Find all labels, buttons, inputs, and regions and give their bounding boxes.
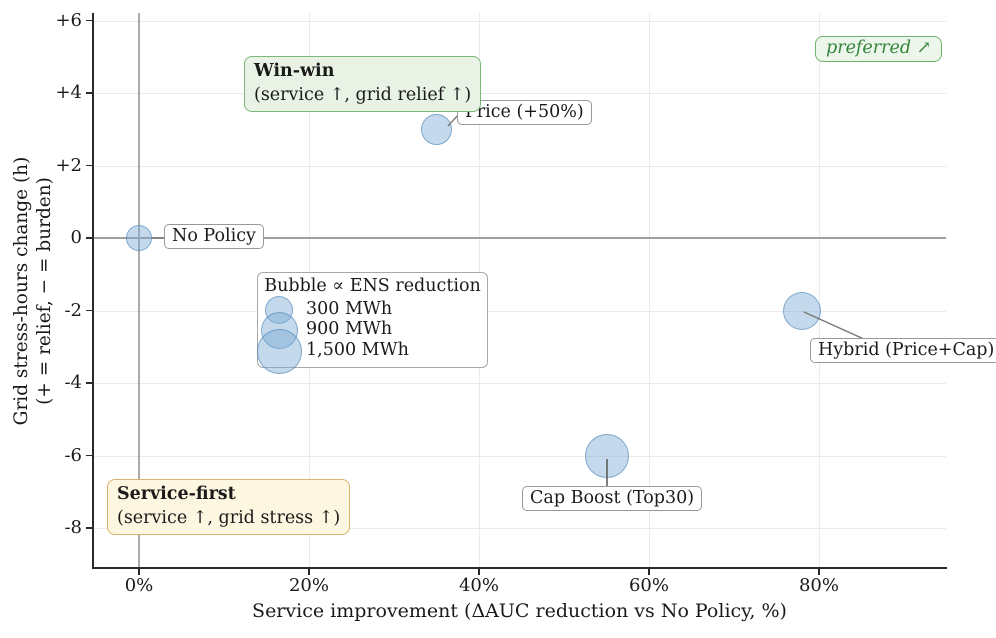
y-tick-label: +2 (55, 154, 82, 176)
data-bubble (421, 113, 452, 145)
y-gridline (93, 165, 946, 167)
x-tick-mark (818, 569, 820, 575)
y-tick-mark (86, 309, 92, 312)
y-tick-label: -4 (64, 372, 82, 393)
x-tick-label: 40% (458, 575, 499, 596)
y-gridline (93, 455, 946, 457)
x-tick-mark (478, 569, 480, 575)
preferred-direction-badge: preferred ↗ (815, 36, 943, 62)
x-tick-label: 20% (288, 575, 329, 596)
data-bubble (584, 433, 629, 478)
x-tick-mark (138, 569, 140, 575)
y-gridline (93, 20, 946, 22)
x-tick-mark (648, 569, 650, 575)
zero-y-reference-line (93, 237, 946, 239)
y-tick-mark (86, 19, 92, 22)
x-axis-spine (92, 567, 947, 569)
service-first-note-subtitle: (service ↑, grid stress ↑) (117, 508, 341, 528)
x-tick-mark (308, 569, 310, 575)
y-gridline (93, 528, 946, 529)
zero-x-reference-line (138, 13, 140, 568)
y-tick-label: -8 (64, 517, 82, 538)
y-tick-mark (86, 454, 92, 457)
legend-label-1500mwh: 1,500 MWh (306, 340, 409, 360)
legend-label-300mwh: 300 MWh (306, 299, 393, 319)
win-win-note-title: Win-win (254, 61, 335, 81)
y-tick-mark (86, 527, 92, 529)
y-gridline (93, 93, 946, 94)
legend-label-900mwh: 900 MWh (306, 319, 393, 339)
y-tick-label: -6 (64, 444, 82, 466)
y-axis-spine (92, 13, 94, 568)
y-tick-label: -2 (64, 299, 82, 321)
win-win-note: Win-win (service ↑, grid relief ↑) (244, 56, 482, 112)
data-bubble (126, 225, 152, 251)
win-win-note-subtitle: (service ↑, grid relief ↑) (254, 85, 472, 105)
y-gridline (93, 310, 946, 312)
y-tick-label: +6 (55, 9, 82, 31)
y-tick-mark (86, 382, 92, 384)
x-axis-title: Service improvement (ΔAUC reduction vs N… (252, 600, 787, 622)
x-tick-label: 0% (124, 575, 154, 596)
x-gridline (649, 13, 650, 568)
x-tick-label: 60% (628, 575, 669, 596)
data-bubble (783, 291, 821, 330)
service-first-note: Service-first (service ↑, grid stress ↑) (107, 479, 351, 535)
y-axis-title-line1: Grid stress-hours change (h) (11, 156, 32, 426)
bubble-size-legend-title: Bubble ∝ ENS reduction (264, 276, 481, 296)
x-tick-label: 80% (798, 575, 839, 596)
y-tick-label: +4 (55, 82, 82, 103)
y-tick-mark (86, 237, 92, 239)
callout-hybrid: Hybrid (Price+Cap) (810, 338, 996, 363)
callout-cap-boost: Cap Boost (Top30) (522, 486, 703, 511)
legend-size-circle (256, 328, 302, 374)
y-tick-mark (86, 164, 92, 167)
y-tick-label: 0 (70, 227, 82, 248)
y-tick-mark (86, 92, 92, 94)
y-gridline (93, 383, 946, 384)
service-first-note-title: Service-first (117, 484, 236, 504)
callout-no-policy: No Policy (164, 224, 264, 249)
x-gridline (819, 13, 820, 568)
